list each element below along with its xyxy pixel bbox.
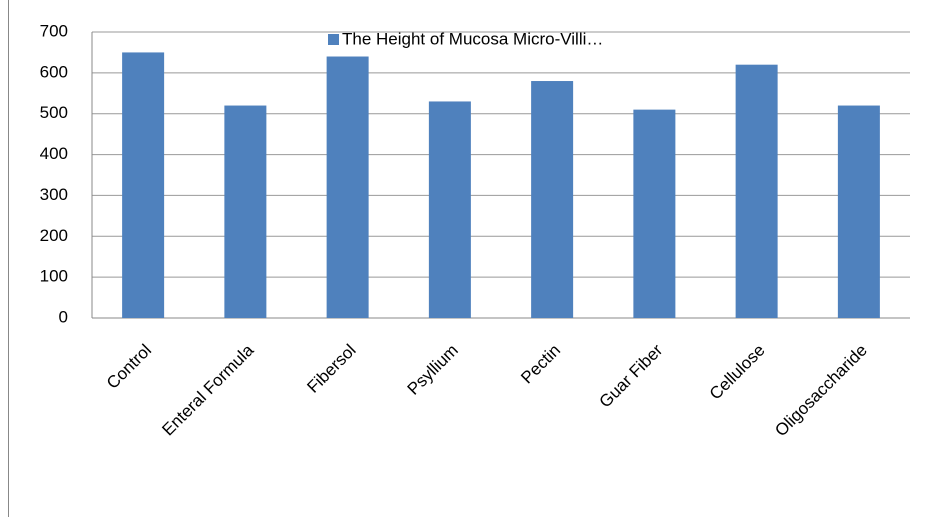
y-tick-label: 600: [40, 62, 68, 81]
bar: [837, 105, 880, 319]
bar: [428, 101, 471, 318]
chart-border: [8, 0, 9, 517]
bar: [224, 105, 267, 319]
bar: [531, 81, 574, 319]
legend-swatch: [328, 34, 339, 45]
y-tick-label: 0: [59, 307, 68, 326]
legend-label: The Height of Mucosa Micro-Villi…: [342, 29, 603, 48]
bar: [735, 64, 778, 318]
x-tick-label: Control: [103, 341, 155, 393]
x-tick-label: Cellulose: [706, 341, 769, 404]
x-tick-label: Enteral Formula: [158, 340, 257, 439]
x-tick-label: Psyllium: [404, 341, 462, 399]
bar: [633, 109, 676, 318]
x-tick-label: Guar Fiber: [595, 340, 666, 411]
x-tick-label: Fibersol: [303, 341, 359, 397]
y-tick-label: 700: [40, 21, 68, 40]
x-tick-label: Oligosaccharide: [771, 341, 871, 441]
y-tick-label: 500: [40, 103, 68, 122]
x-tick-label: Pectin: [517, 341, 564, 388]
y-tick-label: 100: [40, 267, 68, 286]
bar: [122, 52, 165, 319]
y-tick-label: 300: [40, 185, 68, 204]
bar: [326, 56, 369, 319]
y-tick-label: 400: [40, 144, 68, 163]
y-tick-label: 200: [40, 226, 68, 245]
